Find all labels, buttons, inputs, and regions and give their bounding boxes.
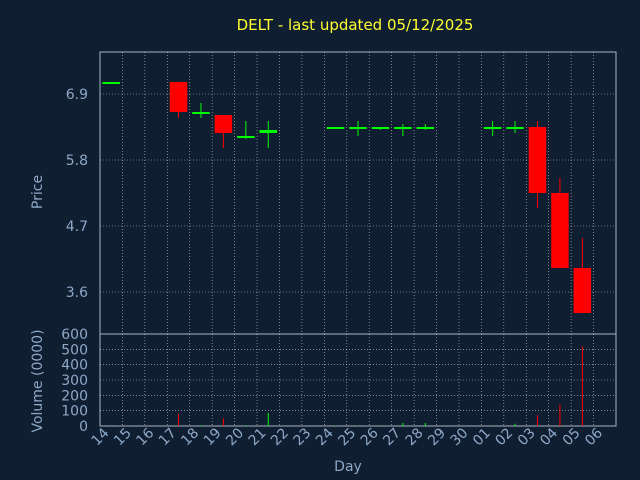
volume-tick-label: 100: [61, 404, 88, 420]
price-tick-label: 3.6: [66, 285, 88, 301]
candle-body: [102, 82, 120, 84]
candle-body: [259, 130, 278, 133]
candle-body: [416, 127, 435, 129]
x-tick-label: 28: [403, 425, 427, 449]
candle-body: [371, 127, 390, 129]
x-tick-label: 25: [335, 425, 359, 449]
price-tick-label: 6.9: [66, 87, 88, 103]
x-tick-label: 27: [380, 425, 404, 449]
candle-body: [214, 115, 233, 133]
volume-tick-label: 200: [61, 388, 88, 404]
price-tick-label: 5.8: [66, 153, 88, 169]
price-axis-label: Price: [30, 175, 46, 209]
x-axis-label: Day: [334, 459, 362, 475]
price-panel: 6.9 5.8 4.7 3.6: [66, 51, 617, 335]
x-tick-label: 22: [268, 425, 292, 449]
x-tick-label: 21: [246, 425, 270, 449]
volume-tick-label: 500: [61, 342, 88, 358]
candle-body: [573, 268, 592, 313]
volume-tick-label: 400: [61, 358, 88, 374]
x-tick-label: 02: [492, 425, 516, 449]
x-tick-label: 23: [290, 425, 314, 449]
x-tick-label: 17: [156, 425, 180, 449]
x-tick-label: 29: [425, 425, 449, 449]
volume-axis-label: Volume (0000): [30, 329, 46, 432]
volume-tick-label: 300: [61, 373, 88, 389]
candle-body: [326, 127, 345, 129]
x-tick-label: 06: [582, 425, 606, 449]
x-tick-label: 19: [201, 425, 225, 449]
x-tick-label: 04: [537, 425, 561, 449]
candle-body: [528, 127, 547, 193]
x-tick-labels: 1415161718192021222324252627282930010203…: [89, 425, 607, 449]
x-tick-label: 01: [470, 425, 494, 449]
candle-body: [349, 127, 367, 129]
x-tick-label: 30: [448, 425, 472, 449]
x-tick-label: 15: [111, 425, 135, 449]
x-tick-label: 24: [313, 425, 337, 449]
x-tick-label: 14: [89, 425, 113, 449]
x-tick-label: 16: [133, 425, 157, 449]
candle-body: [394, 127, 412, 129]
x-tick-label: 26: [358, 425, 382, 449]
price-tick-label: 4.7: [66, 219, 88, 235]
x-tick-label: 03: [515, 425, 539, 449]
x-tick-label: 20: [223, 425, 247, 449]
candle-body: [192, 112, 210, 114]
volume-tick-label: 600: [61, 327, 88, 343]
candle-body: [169, 82, 188, 112]
candle-body: [506, 127, 524, 129]
candle-body: [483, 127, 502, 129]
x-tick-label: 05: [560, 425, 584, 449]
candle-body: [551, 193, 569, 268]
candle-body: [237, 136, 255, 138]
volume-tick-label: 0: [79, 419, 88, 435]
chart-title: DELT - last updated 05/12/2025: [237, 16, 474, 34]
x-tick-label: 18: [178, 425, 202, 449]
